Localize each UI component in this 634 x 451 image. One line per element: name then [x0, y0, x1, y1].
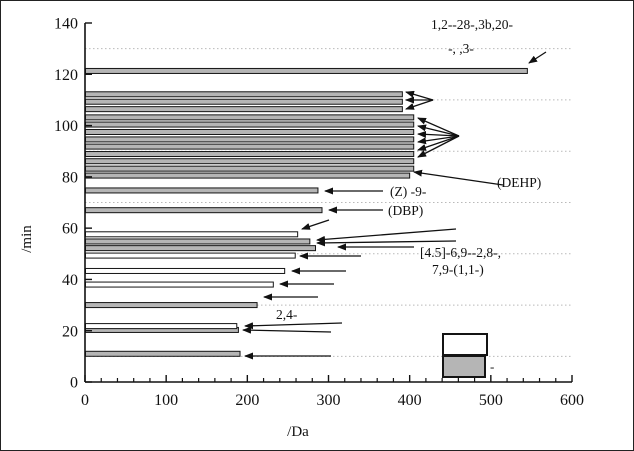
legend-swatch-white [442, 333, 488, 356]
annotation-arrow-21 [244, 322, 343, 330]
bar-rt97.5 [85, 128, 415, 135]
y-tick-label-80: 80 [62, 169, 78, 186]
x-axis-label: /Da [287, 424, 309, 440]
bar-rt88.9 [85, 151, 415, 158]
annotation-arrow-8 [417, 135, 460, 151]
x-tick-label-500: 500 [479, 392, 503, 409]
x-tick-label-400: 400 [398, 392, 422, 409]
bar-rt21.8 [85, 323, 238, 330]
annotation-arrow-3 [405, 99, 434, 110]
bar-rt91.8 [85, 143, 415, 150]
bar-rt52.2 [85, 245, 317, 252]
bar-rt43.3 [85, 267, 286, 274]
bar-rt100.4 [85, 121, 415, 128]
annotation-arrow-9 [417, 135, 460, 158]
annotation-text-0: 1,2--28-,3b,20- [431, 17, 514, 32]
bar-rt11 [85, 350, 241, 357]
annotation-arrow-0 [528, 51, 547, 64]
annotation-arrow-7 [417, 135, 460, 145]
bar-rt80.5 [85, 172, 411, 179]
annotation-text-1: -, ,3- [448, 41, 474, 56]
annotation-text-6: 7,9-(1,1-) [432, 262, 484, 277]
bar-rt86.1 [85, 158, 415, 165]
annotation-arrow-5 [417, 124, 460, 137]
y-tick-label-0: 0 [70, 375, 78, 392]
bar-rt67 [85, 207, 323, 214]
bar-rt54.8 [85, 238, 311, 245]
bar-rt83.2 [85, 165, 415, 172]
bar-rt109.3 [85, 98, 403, 105]
annotation-text-4: (DEHP) [497, 175, 541, 190]
annotation-text-3: (DBP) [388, 203, 423, 218]
bar-rt74.7 [85, 187, 319, 194]
legend-label-1: - [490, 359, 494, 374]
annotation-text-5: [4.5]-6,9--2,8-, [420, 245, 501, 260]
y-axis-label: /min [19, 225, 35, 253]
annotation-arrow-22 [242, 326, 332, 334]
annotation-arrow-10 [413, 169, 504, 186]
y-tick-label-100: 100 [54, 118, 78, 135]
bar-rt94.6 [85, 136, 415, 143]
legend-swatch-gray [442, 355, 486, 378]
annotation-arrow-15 [316, 239, 457, 247]
x-tick-label-100: 100 [154, 392, 178, 409]
x-tick-label-0: 0 [81, 392, 89, 409]
bar-rt103.2 [85, 114, 415, 121]
annotation-arrow-14 [316, 228, 457, 243]
bar-rt30 [85, 302, 258, 309]
y-tick-label-140: 140 [54, 16, 78, 33]
x-tick-label-200: 200 [235, 392, 259, 409]
bar-rt57.6 [85, 231, 299, 238]
bar-rt112.2 [85, 91, 403, 98]
annotation-arrow-13 [301, 219, 330, 230]
bar-rt106.4 [85, 106, 403, 113]
bar-rt49.3 [85, 252, 296, 259]
x-tick-label-600: 600 [560, 392, 584, 409]
bar-rt38 [85, 281, 274, 288]
annotation-arrow-4 [417, 117, 460, 137]
y-tick-label-40: 40 [62, 272, 78, 289]
y-tick-label-20: 20 [62, 323, 78, 340]
annotation-arrow-6 [417, 130, 460, 138]
y-tick-label-120: 120 [54, 67, 78, 84]
x-tick-label-300: 300 [317, 392, 341, 409]
bar-rt121.3 [85, 67, 528, 74]
annotation-arrow-1 [405, 90, 434, 101]
annotation-text-2: (Z) -9- [390, 184, 427, 199]
y-tick-label-60: 60 [62, 221, 78, 238]
annotation-text-7: 2,4- [276, 307, 298, 322]
